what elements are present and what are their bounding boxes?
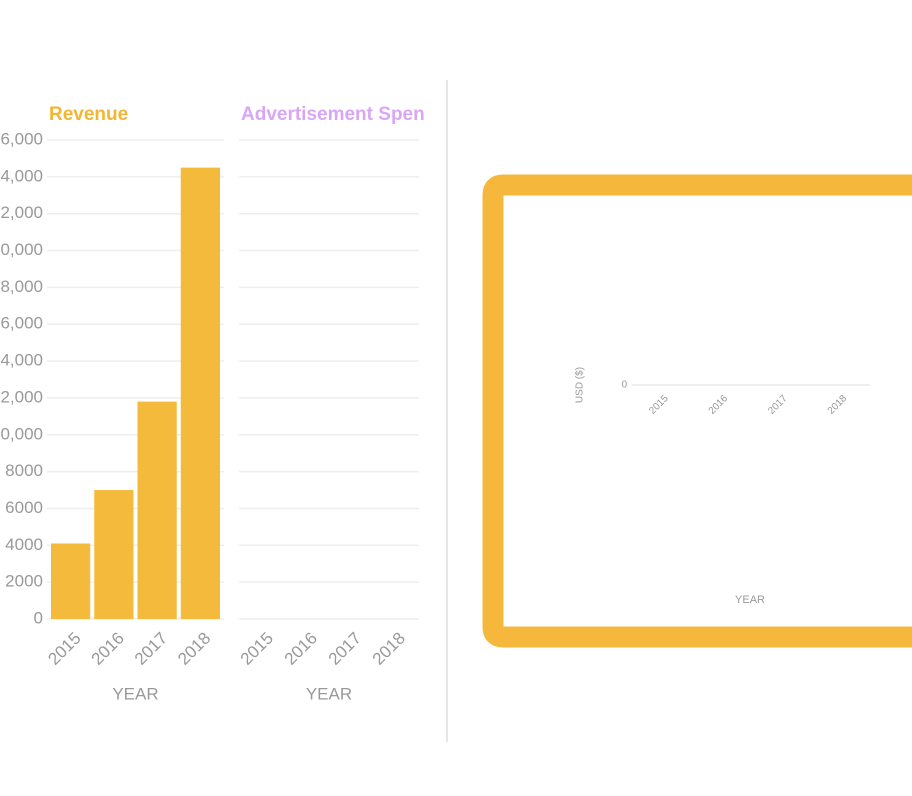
x-tick-label: 2016 (88, 629, 128, 669)
chart-title: Advertisement Spen (241, 104, 425, 125)
y-tick-label: 12,000 (0, 387, 43, 406)
y-tick-label: 18,000 (0, 277, 43, 296)
y-tick-label: 22,000 (0, 203, 43, 222)
x-tick-label: 2018 (369, 629, 409, 669)
y-tick-label: 2000 (5, 572, 43, 591)
y-tick-label: 26,000 (0, 129, 43, 148)
x-tick-label: 2017 (131, 629, 171, 669)
chart-title: Revenue (49, 104, 128, 125)
x-axis-label: YEAR (306, 684, 352, 703)
y-tick-label: 4000 (5, 535, 43, 554)
x-axis-label: YEAR (735, 594, 765, 606)
y-tick-label: 20,000 (0, 240, 43, 259)
y-tick-label: 0 (621, 380, 627, 391)
x-axis-label: YEAR (112, 684, 158, 703)
x-tick-label: 2015 (237, 629, 277, 669)
bar (180, 167, 220, 619)
y-tick-label: 8000 (5, 461, 43, 480)
y-tick-label: 24,000 (0, 166, 43, 185)
bar (137, 401, 177, 619)
y-tick-label: 6000 (5, 498, 43, 517)
y-tick-label: 16,000 (0, 314, 43, 333)
x-tick-label: 2017 (325, 629, 365, 669)
y-axis-label: USD ($) (575, 367, 586, 403)
x-tick-label: 2016 (281, 629, 321, 669)
y-tick-label: 10,000 (0, 424, 43, 443)
y-tick-label: 14,000 (0, 351, 43, 370)
y-tick-label: 0 (34, 608, 43, 627)
highlight-frame (482, 174, 912, 648)
x-tick-label: 2018 (174, 629, 214, 669)
bar (94, 490, 134, 619)
x-tick-label: 2015 (44, 629, 84, 669)
bar (51, 543, 91, 619)
